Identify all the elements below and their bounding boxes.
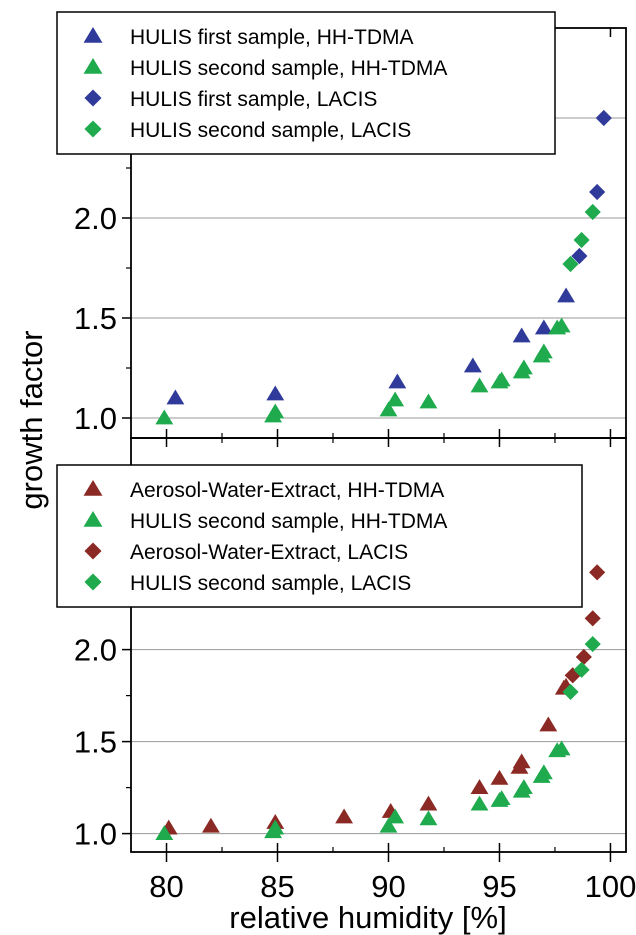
data-point	[463, 357, 482, 373]
legend-marker	[83, 511, 103, 527]
y-tick-label: 1.0	[74, 817, 117, 852]
legend-label: HULIS first sample, HH-TDMA	[130, 26, 414, 49]
data-point	[386, 808, 405, 824]
x-tick-label: 90	[371, 869, 405, 904]
series-1	[155, 740, 571, 840]
data-point	[514, 779, 533, 794]
data-point	[492, 371, 511, 387]
data-point	[562, 255, 579, 273]
legend-marker	[83, 480, 103, 496]
data-point	[552, 740, 571, 756]
data-point	[379, 401, 398, 417]
series-2	[571, 109, 612, 265]
legend-label: HULIS second sample, HH-TDMA	[130, 510, 447, 533]
data-point	[584, 203, 601, 221]
data-point	[584, 610, 601, 627]
data-point	[470, 779, 489, 794]
x-axis-tick-labels: 80 85 90 95 100	[149, 869, 636, 904]
data-point	[534, 343, 553, 359]
x-tick-label: 100	[585, 869, 636, 904]
bottom-panel: 1.0 1.5 2.0 Aerosol-Water-Extract, HH-TDMA H…	[56, 437, 627, 862]
data-point	[419, 393, 438, 409]
legend-box	[56, 464, 583, 608]
y-tick-label: 1.5	[74, 725, 117, 760]
data-point	[470, 795, 489, 811]
data-point	[514, 359, 533, 375]
data-point	[155, 825, 174, 840]
legend-marker	[83, 27, 103, 43]
y-tick-label: 2.0	[74, 633, 117, 668]
legend-marker	[84, 573, 102, 591]
legend-label: HULIS first sample, LACIS	[130, 88, 377, 111]
legend-marker	[84, 89, 102, 107]
data-point	[571, 247, 588, 265]
x-axis-label: relative humidity [%]	[229, 900, 506, 935]
series-3	[562, 636, 601, 700]
legend: HULIS first sample, HH-TDMA HULIS second …	[56, 11, 556, 155]
data-point	[166, 389, 185, 405]
plot-frame	[130, 437, 627, 853]
data-point	[490, 769, 509, 785]
series-1	[155, 317, 571, 425]
legend-label: HULIS second sample, HH-TDMA	[130, 57, 447, 80]
series-3	[562, 203, 601, 273]
legend-label: Aerosol-Water-Extract, LACIS	[130, 541, 408, 564]
x-tick-label: 85	[260, 869, 294, 904]
data-point	[575, 648, 592, 666]
series-0	[159, 677, 575, 835]
data-point	[562, 683, 579, 700]
data-point	[155, 409, 174, 425]
data-point	[492, 790, 511, 806]
legend-marker	[83, 58, 103, 74]
legend-label: HULIS second sample, LACIS	[130, 119, 411, 142]
x-tick-label: 80	[149, 869, 183, 904]
y-axis-label: growth factor	[14, 330, 49, 509]
data-point	[534, 764, 553, 780]
data-point	[201, 817, 220, 833]
y-tick-label: 2.0	[74, 201, 117, 236]
data-point	[512, 327, 531, 343]
data-point	[266, 385, 285, 401]
data-point	[335, 808, 354, 824]
data-point	[589, 183, 606, 201]
top-panel: 1.01.52.02.5HULIS first sample, HH-TDMAH…	[56, 11, 627, 439]
legend-label: Aerosol-Water-Extract, HH-TDMA	[130, 479, 444, 502]
data-point	[573, 231, 590, 249]
legend-marker	[84, 120, 102, 138]
y-tick-label: 1.0	[74, 401, 117, 436]
data-point	[266, 403, 285, 419]
legend-label: HULIS second sample, LACIS	[130, 572, 411, 595]
data-point	[589, 564, 606, 581]
data-point	[539, 716, 558, 732]
data-point	[573, 661, 590, 678]
series-0	[166, 287, 575, 405]
data-point	[595, 109, 612, 127]
data-point	[379, 817, 398, 833]
data-point	[552, 317, 571, 333]
data-point	[557, 287, 575, 303]
data-point	[512, 753, 531, 769]
data-point	[386, 391, 405, 407]
legend: Aerosol-Water-Extract, HH-TDMA HULIS seco…	[56, 464, 583, 608]
data-point	[266, 819, 285, 835]
data-point	[534, 319, 553, 335]
data-point	[388, 373, 407, 389]
data-point	[419, 795, 438, 811]
data-point	[584, 636, 601, 653]
legend-box	[56, 11, 556, 155]
y-tick-label: 1.5	[74, 301, 117, 336]
data-point	[419, 810, 438, 826]
data-point	[470, 377, 489, 393]
x-tick-label: 95	[482, 869, 516, 904]
legend-marker	[84, 542, 102, 560]
